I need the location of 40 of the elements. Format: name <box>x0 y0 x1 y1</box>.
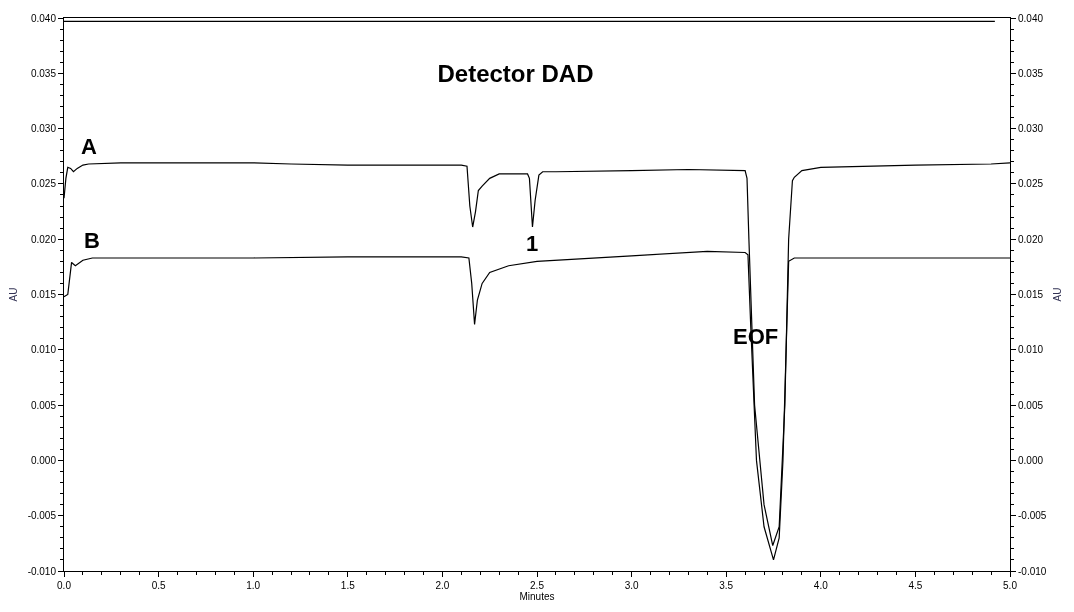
y-tick-label: 0.015 <box>30 289 57 300</box>
y2-tick-label: 0.030 <box>1018 123 1044 135</box>
x-tick-label: 3.5 <box>719 580 734 591</box>
x-tick-label: 2.0 <box>435 580 450 591</box>
y2-tick-label: 0.015 <box>1018 289 1044 300</box>
text: Detector DAD <box>437 59 594 87</box>
y-tick-label: 0.025 <box>30 178 57 190</box>
y-tick-label: -0.005 <box>27 510 57 522</box>
x-tick-label: 4.5 <box>908 580 923 591</box>
y-tick-label: 0.005 <box>30 399 57 411</box>
x-tick-label: 1.5 <box>340 580 356 591</box>
y-tick-label: 0.030 <box>30 123 57 135</box>
y2-tick-label: 0.010 <box>1018 344 1044 356</box>
y-tick-label: 0.020 <box>30 233 57 245</box>
y2-tick-label: 0.040 <box>1018 12 1044 24</box>
x-axis-title: Minutes <box>519 591 555 602</box>
y2-tick-label: 0.000 <box>1018 454 1044 466</box>
y2-tick-label: 0.035 <box>1018 67 1044 79</box>
y-tick-label: 0.040 <box>30 12 57 24</box>
y2-tick-label: -0.005 <box>1018 510 1047 522</box>
x-tick-label: 0.0 <box>57 580 72 591</box>
x-tick-label: 3.0 <box>624 580 639 591</box>
legend-label: A <box>81 134 97 159</box>
y-tick-label: 0.035 <box>30 67 57 79</box>
y-tick-label: 0.010 <box>30 344 57 356</box>
legend-label: B <box>84 228 100 253</box>
y2-tick-label: 0.005 <box>1018 399 1044 411</box>
y-tick-label: 0.000 <box>30 454 57 466</box>
annotation: 1 <box>526 231 539 256</box>
y-axis-title: AU <box>7 287 19 302</box>
y2-axis-title: AU <box>1052 287 1064 302</box>
y2-tick-label: -0.010 <box>1018 565 1047 577</box>
y2-tick-label: 0.025 <box>1018 178 1044 190</box>
x-tick-label: 1.0 <box>246 580 261 591</box>
y-tick-label: -0.010 <box>27 565 57 577</box>
x-tick-label: 4.0 <box>813 580 829 591</box>
x-tick-label: 5.0 <box>1003 580 1018 591</box>
x-tick-label: 0.5 <box>151 580 166 591</box>
y2-tick-label: 0.020 <box>1018 233 1044 245</box>
x-tick-label: 2.5 <box>530 580 545 591</box>
